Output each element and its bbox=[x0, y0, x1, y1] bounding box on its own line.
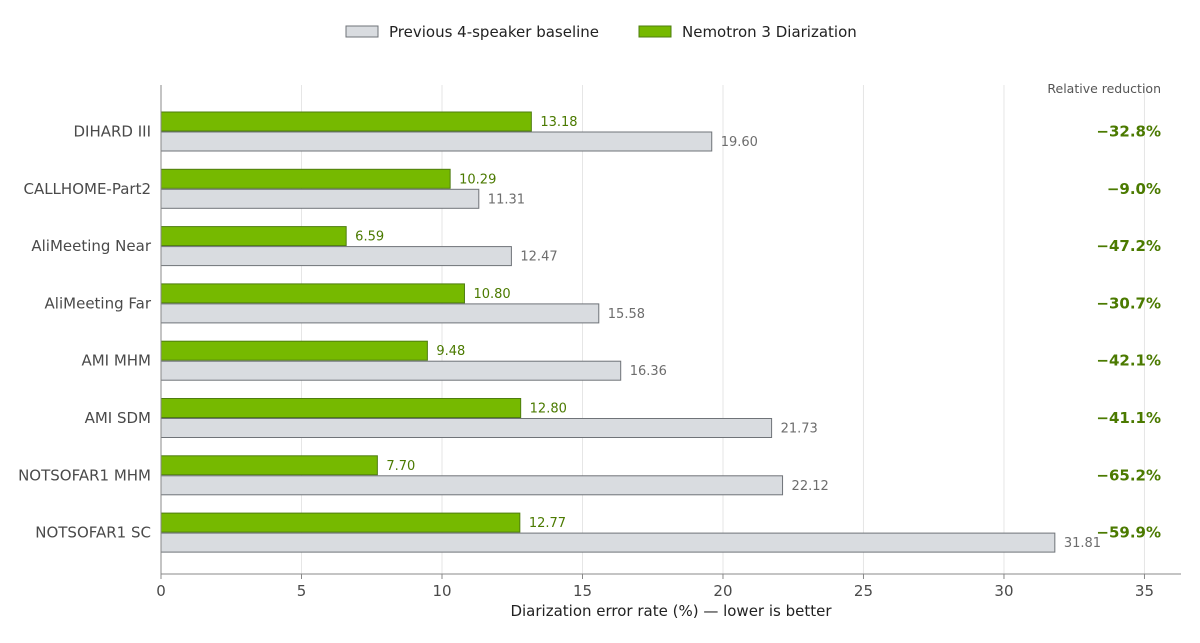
data-label-nemotron: 13.18 bbox=[540, 115, 577, 130]
bar-nemotron bbox=[160, 168, 451, 189]
bar-nemotron bbox=[160, 455, 378, 476]
labels-layer: DIHARD III 13.18 19.60 −32.8% CALLHOME-Part2… bbox=[18, 115, 1161, 551]
data-label-baseline: 15.58 bbox=[608, 307, 645, 322]
relative-reduction-value: −32.8% bbox=[1096, 123, 1161, 141]
axis-layer: 0 5 10 15 20 25 30 35 bbox=[156, 85, 1181, 600]
relative-reduction-value: −30.7% bbox=[1096, 294, 1161, 312]
bar-nemotron bbox=[160, 340, 428, 361]
relative-reduction-value: −65.2% bbox=[1096, 466, 1161, 484]
legend-swatch-nemotron bbox=[638, 25, 672, 38]
data-label-nemotron: 10.80 bbox=[473, 287, 510, 302]
data-label-baseline: 31.81 bbox=[1064, 536, 1101, 551]
data-label-baseline: 12.47 bbox=[520, 250, 557, 265]
bar-nemotron bbox=[160, 111, 532, 132]
grid-layer bbox=[300, 85, 1145, 574]
bars-layer bbox=[160, 111, 1056, 553]
legend-swatch-baseline bbox=[345, 25, 379, 38]
x-tick-label: 25 bbox=[854, 582, 873, 600]
category-label: DIHARD III bbox=[73, 123, 151, 141]
bar-baseline bbox=[160, 246, 512, 267]
category-label: AliMeeting Far bbox=[45, 294, 152, 312]
data-label-nemotron: 6.59 bbox=[355, 230, 384, 245]
bar-baseline bbox=[160, 188, 480, 209]
data-label-baseline: 16.36 bbox=[630, 364, 667, 379]
bar-baseline bbox=[160, 532, 1056, 553]
bar-baseline bbox=[160, 475, 784, 496]
x-tick-label: 30 bbox=[994, 582, 1013, 600]
x-tick-label: 35 bbox=[1135, 582, 1154, 600]
x-tick-label: 20 bbox=[713, 582, 732, 600]
data-label-nemotron: 9.48 bbox=[436, 344, 465, 359]
legend-label-nemotron: Nemotron 3 Diarization bbox=[682, 23, 857, 41]
legend: Previous 4-speaker baseline Nemotron 3 Di… bbox=[345, 23, 857, 41]
x-tick-label: 15 bbox=[573, 582, 592, 600]
category-label: NOTSOFAR1 MHM bbox=[18, 466, 151, 484]
category-label: AMI MHM bbox=[81, 352, 151, 370]
category-label: AliMeeting Near bbox=[31, 237, 151, 255]
bar-nemotron bbox=[160, 226, 347, 247]
category-label: NOTSOFAR1 SC bbox=[35, 524, 151, 542]
data-label-nemotron: 10.29 bbox=[459, 172, 496, 187]
x-tick-label: 10 bbox=[432, 582, 451, 600]
bar-baseline bbox=[160, 131, 713, 152]
relative-reduction-value: −41.1% bbox=[1096, 409, 1161, 427]
relative-reduction-header: Relative reduction bbox=[1047, 81, 1161, 96]
bar-baseline bbox=[160, 303, 600, 324]
data-label-nemotron: 7.70 bbox=[386, 459, 415, 474]
relative-reduction-value: −42.1% bbox=[1096, 352, 1161, 370]
relative-reduction-value: −9.0% bbox=[1107, 180, 1161, 198]
data-label-baseline: 11.31 bbox=[488, 192, 525, 207]
bar-baseline bbox=[160, 360, 622, 381]
relative-reduction-value: −59.9% bbox=[1096, 524, 1161, 542]
x-tick-label: 0 bbox=[156, 582, 166, 600]
bar-nemotron bbox=[160, 512, 521, 533]
legend-label-baseline: Previous 4-speaker baseline bbox=[389, 23, 599, 41]
data-label-baseline: 22.12 bbox=[792, 479, 829, 494]
relative-reduction-value: −47.2% bbox=[1096, 237, 1161, 255]
data-label-nemotron: 12.80 bbox=[530, 402, 567, 417]
bar-baseline bbox=[160, 418, 773, 438]
category-label: CALLHOME-Part2 bbox=[23, 180, 151, 198]
category-label: AMI SDM bbox=[85, 409, 151, 427]
x-axis-title: Diarization error rate (%) — lower is be… bbox=[510, 602, 832, 620]
bar-nemotron bbox=[160, 398, 522, 418]
x-tick-label: 5 bbox=[297, 582, 307, 600]
bar-nemotron bbox=[160, 283, 465, 304]
data-label-nemotron: 12.77 bbox=[529, 516, 566, 531]
data-label-baseline: 21.73 bbox=[781, 422, 818, 437]
data-label-baseline: 19.60 bbox=[721, 135, 758, 150]
